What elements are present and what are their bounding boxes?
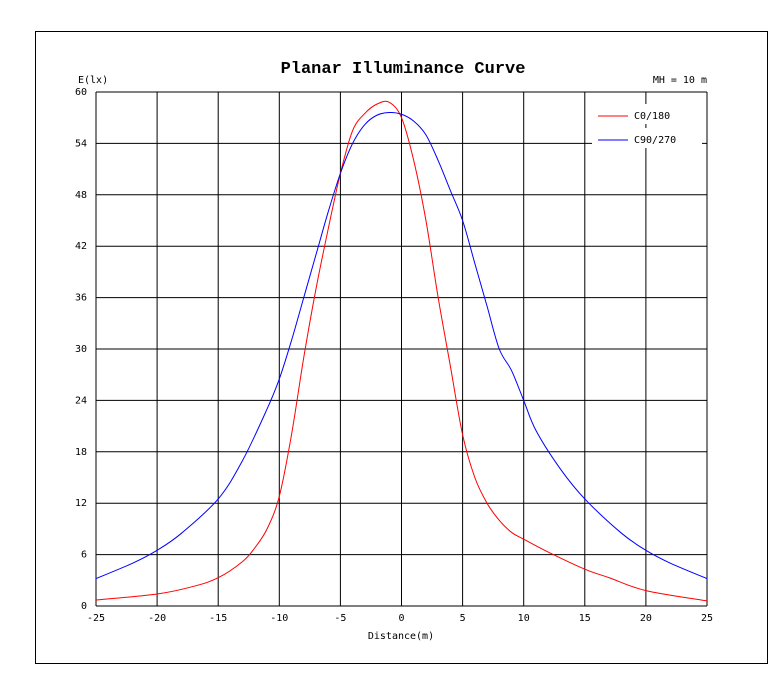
chart-title: Planar Illuminance Curve bbox=[281, 60, 526, 79]
y-tick-label: 12 bbox=[75, 498, 87, 509]
y-tick-label: 0 bbox=[81, 601, 87, 612]
series-line-c90-270 bbox=[95, 112, 708, 580]
x-tick-label: 15 bbox=[579, 613, 591, 624]
x-tick-label: -5 bbox=[334, 613, 346, 624]
legend: C0/180 C90/270 bbox=[592, 104, 702, 148]
y-tick-label: 24 bbox=[75, 395, 87, 406]
y-tick-label: 48 bbox=[75, 190, 87, 201]
series-line-c0-180 bbox=[95, 100, 708, 602]
x-tick-label: 0 bbox=[398, 613, 404, 624]
legend-label: C0/180 bbox=[634, 111, 670, 122]
x-tick-label: -25 bbox=[87, 613, 105, 624]
x-tick-label: -20 bbox=[148, 613, 166, 624]
y-tick-label: 30 bbox=[75, 344, 87, 355]
mounting-height-label: MH = 10 m bbox=[653, 75, 707, 86]
y-axis-label: E(lx) bbox=[78, 75, 108, 86]
y-tick-label: 36 bbox=[75, 293, 87, 304]
x-tick-label: -15 bbox=[209, 613, 227, 624]
legend-label: C90/270 bbox=[634, 135, 676, 146]
x-tick-label: 5 bbox=[460, 613, 466, 624]
x-axis-label: Distance(m) bbox=[368, 631, 434, 642]
y-tick-label: 60 bbox=[75, 87, 87, 98]
x-tick-label: 20 bbox=[640, 613, 652, 624]
y-tick-label: 42 bbox=[75, 241, 87, 252]
y-tick-label: 54 bbox=[75, 138, 87, 149]
y-tick-label: 6 bbox=[81, 550, 87, 561]
x-tick-label: 10 bbox=[518, 613, 530, 624]
x-tick-label: -10 bbox=[270, 613, 288, 624]
x-tick-label: 25 bbox=[701, 613, 713, 624]
series-lines bbox=[95, 100, 708, 602]
tick-labels: -25 -20 -15 -10 -5 0 5 10 15 20 25 0 6 12 18 24 30 36 42 48… bbox=[75, 87, 713, 624]
y-tick-label: 18 bbox=[75, 447, 87, 458]
legend-background bbox=[592, 128, 702, 148]
legend-background bbox=[592, 104, 702, 124]
grid bbox=[95, 91, 708, 607]
